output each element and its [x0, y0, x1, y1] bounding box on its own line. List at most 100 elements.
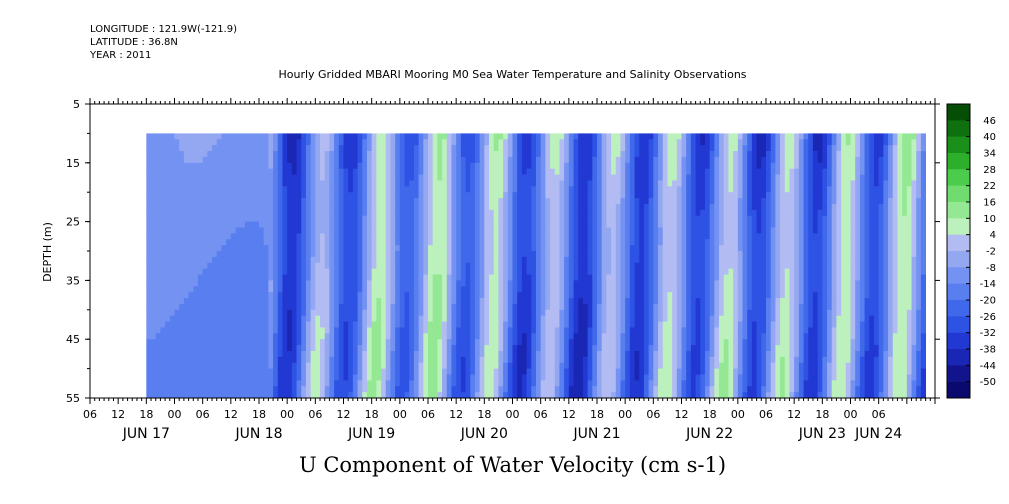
heatmap-cell [404, 368, 410, 375]
heatmap-cell [615, 198, 621, 205]
heatmap-cell [550, 139, 556, 146]
heatmap-cell [582, 392, 589, 399]
heatmap-cell [155, 209, 161, 217]
heatmap-cell [385, 321, 391, 328]
heatmap-cell [357, 362, 363, 369]
heatmap-cell [315, 209, 321, 217]
heatmap-cell [428, 303, 434, 311]
heatmap-cell [437, 180, 443, 187]
heatmap-cell [564, 262, 570, 270]
heatmap-cell [179, 233, 185, 240]
heatmap-cell [334, 162, 340, 170]
heatmap-cell [531, 303, 537, 311]
heatmap-cell [446, 192, 452, 199]
heatmap-cell [197, 362, 204, 369]
heatmap-cell [597, 286, 603, 293]
heatmap-cell [554, 192, 560, 199]
heatmap-cell [282, 162, 288, 170]
heatmap-cell [507, 309, 513, 317]
heatmap-cell [564, 321, 570, 328]
heatmap-cell [193, 251, 199, 258]
heatmap-cell [578, 256, 584, 264]
heatmap-cell [244, 180, 251, 187]
heatmap-cell [573, 303, 579, 311]
heatmap-cell [512, 327, 518, 334]
heatmap-cell [404, 209, 410, 217]
heatmap-cell [193, 350, 199, 358]
heatmap-cell [639, 227, 645, 234]
heatmap-cell [155, 386, 161, 393]
heatmap-cell [385, 145, 391, 152]
heatmap-cell [366, 151, 373, 158]
heatmap-cell [446, 162, 452, 170]
heatmap-cell [418, 356, 424, 364]
heatmap-cell [540, 350, 546, 358]
heatmap-cell [183, 262, 189, 270]
heatmap-cell [432, 198, 438, 205]
heatmap-cell [564, 151, 570, 158]
heatmap-cell [437, 192, 443, 199]
heatmap-cell [559, 345, 565, 352]
heatmap-cell [244, 268, 251, 275]
heatmap-cell [259, 156, 265, 164]
heatmap-cell [484, 327, 490, 334]
heatmap-cell [221, 286, 227, 293]
heatmap-cell [531, 162, 537, 170]
heatmap-cell [399, 133, 405, 140]
heatmap-cell [320, 321, 326, 328]
heatmap-cell [409, 156, 415, 164]
heatmap-cell [151, 233, 157, 240]
heatmap-cell [273, 174, 279, 181]
heatmap-cell [197, 256, 204, 264]
heatmap-cell [385, 186, 391, 193]
heatmap-cell [526, 321, 532, 328]
heatmap-cell [545, 198, 551, 205]
heatmap-cell [489, 245, 495, 252]
heatmap-cell [568, 315, 574, 322]
heatmap-cell [465, 386, 471, 393]
heatmap-cell [216, 327, 222, 334]
heatmap-cell [273, 298, 279, 305]
heatmap-cell [226, 133, 232, 140]
heatmap-cell [160, 233, 166, 240]
heatmap-cell [489, 274, 495, 281]
heatmap-cell [263, 156, 269, 164]
heatmap-cell [221, 192, 227, 199]
heatmap-cell [188, 327, 194, 334]
heatmap-cell [432, 339, 438, 346]
heatmap-cell [212, 139, 218, 146]
heatmap-cell [282, 186, 288, 193]
heatmap-cell [474, 280, 481, 287]
heatmap-cell [451, 239, 457, 246]
heatmap-cell [282, 339, 288, 346]
heatmap-cell [230, 339, 236, 346]
heatmap-cell [259, 221, 265, 228]
heatmap-cell [160, 133, 166, 140]
heatmap-cell [315, 327, 321, 334]
heatmap-cell [634, 156, 640, 164]
heatmap-cell [324, 345, 330, 352]
heatmap-cell [470, 327, 476, 334]
heatmap-cell [601, 356, 607, 364]
heatmap-cell [315, 380, 321, 387]
heatmap-cell [451, 380, 457, 387]
heatmap-cell [620, 374, 626, 381]
heatmap-cell [428, 298, 434, 305]
heatmap-cell [348, 239, 354, 246]
heatmap-cell [489, 345, 495, 352]
heatmap-cell [277, 274, 283, 281]
heatmap-cell [484, 362, 490, 369]
heatmap-cell [179, 215, 185, 222]
heatmap-cell [291, 268, 297, 275]
heatmap-cell [296, 292, 302, 299]
heatmap-cell [371, 151, 377, 158]
heatmap-cell [277, 133, 283, 140]
heatmap-cell [249, 380, 255, 387]
heatmap-cell [183, 292, 189, 299]
heatmap-cell [381, 145, 387, 152]
heatmap-cell [249, 339, 255, 346]
heatmap-cell [535, 298, 542, 305]
heatmap-cell [634, 368, 640, 375]
heatmap-cell [611, 280, 617, 287]
